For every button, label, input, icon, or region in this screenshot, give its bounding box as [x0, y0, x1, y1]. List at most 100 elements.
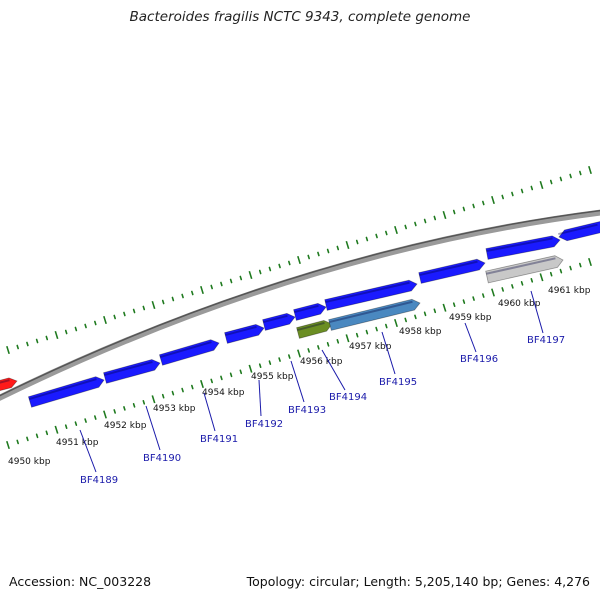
- minor-tick: [35, 433, 39, 439]
- minor-tick: [414, 314, 417, 320]
- minor-tick: [404, 224, 407, 230]
- minor-tick: [375, 326, 378, 332]
- minor-tick: [94, 415, 97, 420]
- gene-leader-line: [258, 379, 262, 417]
- minor-tick: [258, 269, 262, 275]
- minor-tick: [579, 170, 582, 176]
- minor-tick: [171, 296, 175, 302]
- minor-tick: [355, 332, 359, 338]
- gene-label: BF4191: [200, 434, 238, 445]
- minor-tick: [520, 281, 524, 286]
- minor-tick: [569, 265, 572, 271]
- minor-tick: [26, 436, 29, 442]
- major-tick: [442, 303, 447, 312]
- minor-tick: [229, 278, 233, 284]
- major-tick: [297, 349, 301, 358]
- kbp-label: 4958 kbp: [399, 327, 442, 337]
- minor-tick: [181, 387, 184, 393]
- minor-tick: [385, 323, 388, 329]
- minor-tick: [123, 311, 126, 317]
- major-tick: [491, 195, 495, 205]
- minor-tick: [355, 239, 359, 245]
- gene-arrow-forward-edge: [558, 221, 600, 242]
- gene-leader-line: [145, 405, 161, 451]
- minor-tick: [433, 308, 437, 314]
- minor-tick: [239, 369, 243, 375]
- minor-tick: [511, 284, 514, 289]
- minor-tick: [74, 421, 78, 426]
- inner-tick-track: [6, 257, 592, 450]
- minor-tick: [288, 260, 291, 266]
- minor-tick: [423, 218, 427, 224]
- minor-tick: [16, 344, 19, 350]
- gene-leader-line: [203, 392, 216, 432]
- minor-tick: [569, 173, 572, 179]
- minor-tick: [239, 275, 243, 281]
- gene-arrow-bf4191-shade: [159, 341, 212, 359]
- major-tick: [6, 345, 10, 355]
- minor-tick: [210, 378, 213, 384]
- minor-tick: [482, 293, 485, 298]
- kbp-label: 4952 kbp: [104, 421, 147, 431]
- minor-tick: [94, 320, 97, 326]
- gene-arrow-green: [296, 320, 333, 339]
- gene-arrow-bf4189-shade: [28, 378, 97, 401]
- minor-tick: [45, 335, 49, 341]
- gene-arrow-bf4196-shade: [419, 260, 478, 277]
- gene-arrow-bf4196: [418, 258, 486, 284]
- minor-tick: [26, 341, 29, 347]
- major-tick: [103, 315, 107, 325]
- gene-label: BF4193: [288, 405, 326, 416]
- accession-text: Accession: NC_003228: [9, 574, 152, 589]
- major-tick: [588, 165, 592, 175]
- minor-tick: [84, 418, 87, 423]
- minor-tick: [404, 317, 407, 323]
- minor-tick: [268, 266, 272, 272]
- topology-summary: Topology: circular; Length: 5,205,140 bp…: [246, 574, 590, 589]
- gene-label: BF4189: [80, 475, 118, 486]
- minor-tick: [317, 345, 320, 350]
- kbp-label: 4951 kbp: [56, 438, 99, 448]
- gene-leader-line: [381, 331, 396, 375]
- minor-tick: [84, 323, 87, 329]
- minor-tick: [307, 254, 310, 260]
- minor-tick: [35, 338, 39, 344]
- minor-tick: [191, 290, 194, 296]
- minor-tick: [336, 245, 340, 251]
- kbp-label: 4953 kbp: [153, 404, 196, 414]
- gene-arrow-bf4190: [103, 359, 161, 384]
- minor-tick: [375, 233, 378, 239]
- minor-tick: [549, 179, 553, 185]
- gene-arrow-blue: [328, 298, 421, 331]
- minor-tick: [336, 338, 340, 344]
- minor-tick: [45, 430, 49, 436]
- major-tick: [539, 273, 544, 282]
- minor-tick: [472, 296, 475, 301]
- minor-tick: [220, 281, 223, 287]
- minor-tick: [268, 360, 272, 365]
- gene-label: BF4194: [329, 392, 367, 403]
- gene-arrow-red: [0, 377, 18, 391]
- minor-tick: [74, 326, 78, 332]
- major-tick: [442, 210, 447, 220]
- minor-tick: [385, 230, 388, 236]
- minor-tick: [452, 302, 456, 308]
- major-tick: [345, 334, 350, 343]
- minor-tick: [210, 284, 213, 290]
- kbp-label: 4954 kbp: [202, 388, 245, 398]
- gene-label: BF4196: [460, 354, 498, 365]
- major-tick: [394, 318, 398, 328]
- minor-tick: [142, 399, 146, 405]
- minor-tick: [191, 384, 194, 390]
- minor-tick: [501, 287, 504, 292]
- minor-tick: [559, 176, 563, 182]
- minor-tick: [549, 271, 553, 277]
- major-tick: [54, 425, 59, 434]
- minor-tick: [579, 262, 582, 268]
- minor-tick: [64, 329, 68, 335]
- gene-label: BF4190: [143, 453, 181, 464]
- kbp-label: 4960 kbp: [498, 299, 541, 309]
- gene-leader-line: [321, 349, 346, 391]
- minor-tick: [482, 200, 485, 206]
- gene-label: BF4192: [245, 419, 283, 430]
